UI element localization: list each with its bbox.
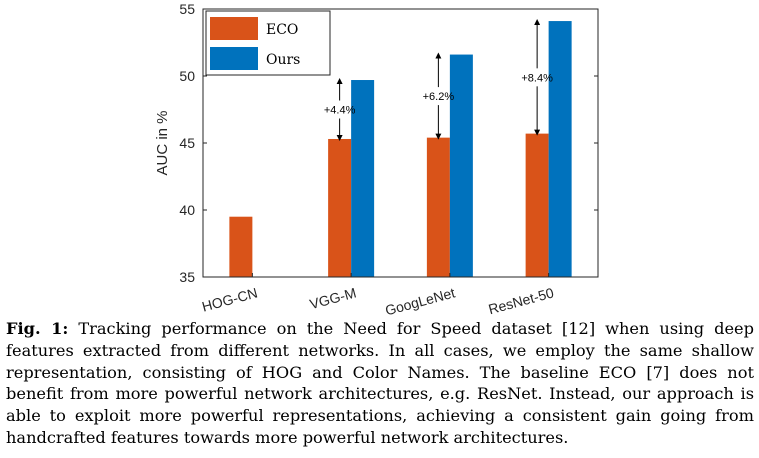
y-tick-label: 50 (179, 68, 195, 84)
legend-label-eco: ECO (266, 22, 298, 38)
x-tick-label: VGG-M (308, 284, 358, 312)
figure-caption: Fig. 1: Tracking performance on the Need… (6, 318, 754, 449)
bar-eco-hog-cn (229, 216, 253, 277)
y-tick-label: 45 (179, 135, 195, 151)
gain-label: +6.2% (423, 91, 455, 103)
gain-annotations: +4.4% +6.2% +8.4% (324, 19, 553, 141)
x-tick-label: GoogLeNet (383, 284, 456, 318)
legend-swatch-eco (210, 17, 258, 40)
legend: ECO Ours (205, 10, 331, 76)
gain-label: +8.4% (521, 72, 553, 84)
x-tick-label: ResNet-50 (487, 284, 556, 317)
x-tick-label: HOG-CN (200, 284, 259, 314)
y-axis-label: AUC in % (154, 110, 171, 175)
x-axis: HOG-CN VGG-M GoogLeNet ResNet-50 (200, 273, 556, 318)
gain-label: +4.4% (324, 105, 356, 117)
legend-label-ours: Ours (266, 52, 300, 68)
y-tick-label: 40 (179, 202, 195, 218)
bar-ours-resnet-50 (548, 21, 572, 278)
bar-eco-vgg-m (328, 138, 352, 277)
bar-eco-googlenet (426, 137, 450, 277)
bar-ours-googlenet (449, 54, 473, 278)
y-tick-label: 55 (179, 1, 195, 17)
y-tick-label: 35 (179, 269, 195, 285)
bar-eco-resnet-50 (525, 133, 549, 277)
bar-chart: +4.4% +6.2% +8.4% 35 40 45 50 55 HOG-CN VGG-M Go… (154, 1, 599, 318)
caption-text: Tracking performance on the Need for Spe… (6, 319, 754, 447)
figure-label: Fig. 1: (6, 319, 69, 338)
y-axis: 35 40 45 50 55 (179, 1, 598, 285)
legend-swatch-ours (210, 47, 258, 70)
bar-ours-vgg-m (351, 80, 375, 278)
bars (229, 21, 572, 278)
